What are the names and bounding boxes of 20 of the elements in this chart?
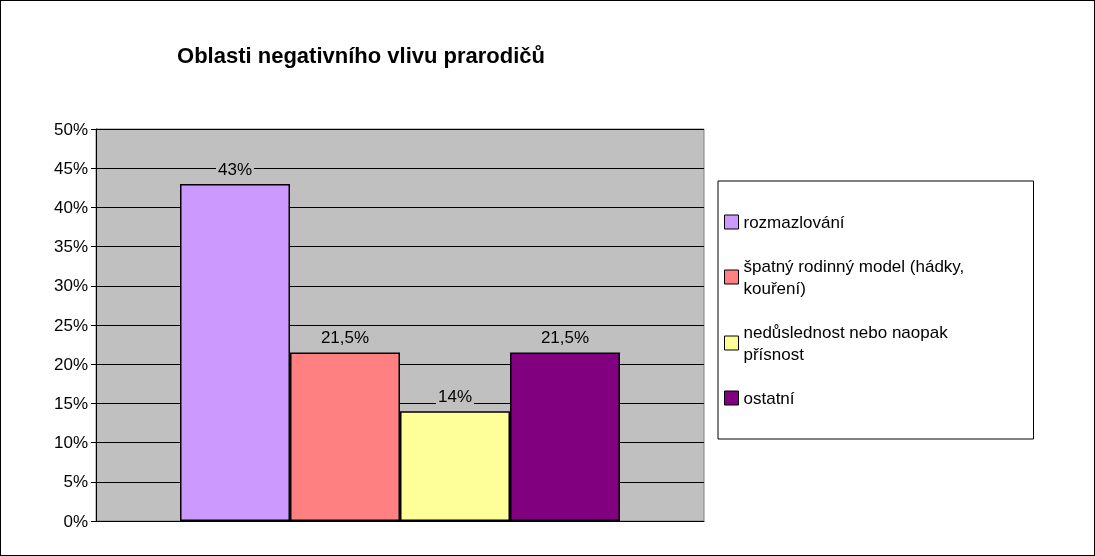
y-tick-label: 30%: [53, 276, 88, 296]
data-label: 43%: [217, 159, 253, 179]
legend-label: špatný rodinný model (hádky, kouření): [743, 256, 970, 298]
y-tick-label: 20%: [53, 354, 88, 374]
y-tick-label: 10%: [53, 433, 88, 453]
legend-label: nedůslednost nebo naopak přísnost: [743, 322, 953, 364]
y-tick-label: 45%: [53, 158, 88, 178]
y-tick-label: 0%: [63, 511, 88, 531]
legend-label: rozmazlování: [743, 212, 845, 232]
y-tick-label: 50%: [53, 119, 88, 139]
y-tick-label: 25%: [53, 315, 88, 335]
chart-title: Oblasti negativního vlivu prarodičů: [177, 42, 545, 68]
y-tick-label: 40%: [53, 197, 88, 217]
y-tick-label: 15%: [53, 393, 88, 413]
y-tick-label: 5%: [63, 472, 88, 492]
data-label: 21,5%: [320, 328, 370, 348]
legend-label: ostatní: [743, 388, 795, 408]
y-tick-label: 35%: [53, 237, 88, 257]
data-label: 21,5%: [540, 328, 590, 348]
data-label: 14%: [437, 387, 473, 407]
